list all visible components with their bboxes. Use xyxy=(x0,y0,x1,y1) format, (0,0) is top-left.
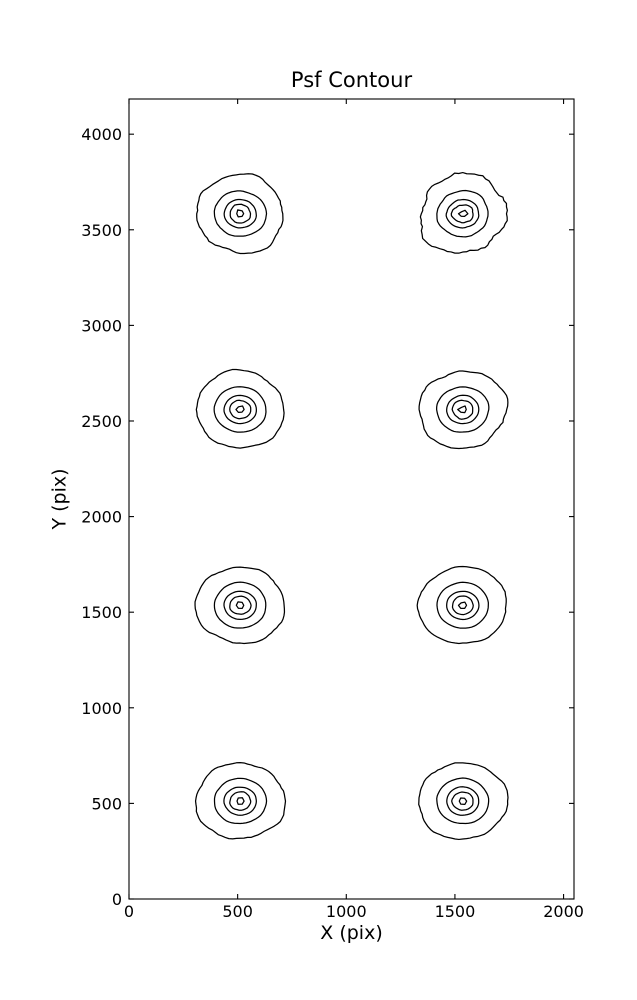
contour-ring-level-5 xyxy=(236,209,245,218)
contour-ring-level-1 xyxy=(195,368,285,449)
plot-title: Psf Contour xyxy=(290,68,413,92)
y-axis-label: Y (pix) xyxy=(48,468,71,530)
y-tick-label: 4000 xyxy=(81,125,122,144)
contour-ring-level-5 xyxy=(457,405,467,414)
psf-row3-left xyxy=(194,566,286,645)
y-tick-label: 0 xyxy=(112,890,122,909)
contour-ring-level-1 xyxy=(194,566,286,645)
psf-row3-right xyxy=(416,565,507,645)
axes-frame xyxy=(128,98,575,900)
y-tick-label: 2500 xyxy=(81,412,122,431)
contour-ring-level-2 xyxy=(436,189,489,238)
contour-ring-level-1 xyxy=(416,565,507,645)
contour-ring-level-5 xyxy=(457,209,469,218)
contour-ring-level-4 xyxy=(229,791,252,811)
x-tick-label: 1000 xyxy=(326,902,367,921)
y-tick-label: 3500 xyxy=(81,221,122,240)
contour-ring-level-4 xyxy=(450,204,474,224)
y-tick-label: 1000 xyxy=(81,699,122,718)
contour-ring-level-3 xyxy=(223,786,257,816)
contour-ring-level-4 xyxy=(229,595,252,615)
contour-ring-level-5 xyxy=(457,601,468,609)
contour-ring-level-4 xyxy=(451,399,474,420)
contour-ring-level-1 xyxy=(194,761,287,840)
contour-ring-level-1 xyxy=(418,762,509,841)
psf-row4-right xyxy=(418,762,509,841)
y-tick-label: 500 xyxy=(91,794,122,813)
y-tick-label: 2000 xyxy=(81,508,122,527)
contour-ring-level-3 xyxy=(223,590,257,620)
psf-row2-left xyxy=(195,368,285,449)
contour-ring-level-3 xyxy=(446,590,480,621)
contour-ring-level-1 xyxy=(419,171,508,254)
contour-ring-level-4 xyxy=(451,595,474,616)
psf-row1-left xyxy=(196,173,284,255)
x-tick-label: 2000 xyxy=(543,902,584,921)
contour-ring-level-2 xyxy=(213,386,267,433)
contour-ring-level-2 xyxy=(213,581,267,629)
contour-ring-level-5 xyxy=(235,601,245,609)
x-tick-label: 1500 xyxy=(435,902,476,921)
x-tick-label: 500 xyxy=(222,902,253,921)
y-tick-label: 3000 xyxy=(81,316,122,335)
psf-row2-right xyxy=(418,370,509,450)
contour-ring-level-3 xyxy=(445,198,480,229)
y-tick-label: 1500 xyxy=(81,603,122,622)
contour-ring-level-3 xyxy=(446,394,480,425)
contour-ring-level-1 xyxy=(196,173,284,255)
x-axis-label: X (pix) xyxy=(320,922,383,944)
psf-row4-left xyxy=(194,761,287,840)
contour-ring-level-5 xyxy=(458,797,468,806)
contour-ring-level-2 xyxy=(435,386,490,433)
contour-ring-level-4 xyxy=(229,399,252,420)
contour-ring-level-3 xyxy=(223,198,257,229)
contour-ring-level-4 xyxy=(451,791,474,811)
contour-ring-level-1 xyxy=(418,370,509,450)
contour-ring-level-3 xyxy=(446,786,480,816)
contour-ring-level-3 xyxy=(223,394,257,425)
contour-ring-level-4 xyxy=(229,203,252,224)
contour-ring-level-2 xyxy=(213,190,268,237)
contour-ring-level-5 xyxy=(235,405,245,413)
contour-ring-level-2 xyxy=(436,777,490,825)
x-tick-label: 0 xyxy=(124,902,134,921)
psf-row1-right xyxy=(419,171,508,254)
contour-ring-level-5 xyxy=(236,797,245,805)
contour-ring-level-2 xyxy=(213,777,268,825)
contour-ring-level-2 xyxy=(436,581,489,629)
